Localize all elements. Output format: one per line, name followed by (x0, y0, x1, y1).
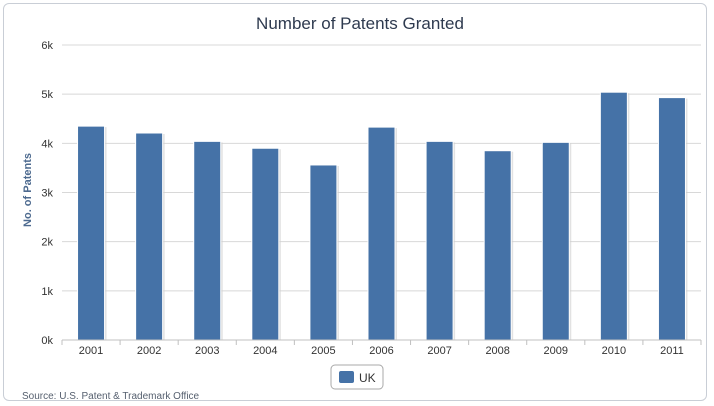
y-tick-label: 1k (41, 286, 53, 298)
bar-2011[interactable] (657, 97, 686, 341)
bar-2006[interactable] (367, 126, 396, 341)
bar-2009[interactable] (541, 141, 570, 341)
x-tick-label: 2007 (427, 345, 451, 357)
y-tick-label: 0k (41, 335, 53, 347)
bar-2001[interactable] (77, 125, 106, 341)
legend-swatch-uk (339, 371, 354, 383)
bar-2008[interactable] (483, 150, 512, 341)
y-tick-label: 5k (41, 89, 53, 101)
x-tick-label: 2005 (311, 345, 335, 357)
y-tick-label: 4k (41, 138, 53, 150)
y-axis-label: No. of Patents (22, 153, 34, 227)
x-tick-label: 2002 (137, 345, 161, 357)
y-axis-ticks: 0k 1k 2k 3k 4k 5k 6k (41, 40, 53, 347)
x-tick-label: 2011 (660, 345, 684, 357)
gridlines (62, 44, 701, 292)
x-tick-label: 2008 (485, 345, 509, 357)
legend-label-uk: UK (359, 371, 376, 385)
x-tick-label: 2003 (195, 345, 219, 357)
bar-2004[interactable] (251, 147, 280, 341)
bar-2003[interactable] (193, 140, 222, 341)
bar-2007[interactable] (425, 140, 454, 341)
legend[interactable]: UK (330, 364, 384, 390)
x-tick-label: 2009 (544, 345, 568, 357)
y-tick-label: 3k (41, 188, 53, 200)
bar-2005[interactable] (309, 164, 338, 341)
source-note: Source: U.S. Patent & Trademark Office (22, 391, 200, 402)
bars (77, 91, 688, 341)
x-tick-label: 2006 (369, 345, 393, 357)
bar-2002[interactable] (135, 132, 164, 341)
x-tick-label: 2001 (79, 345, 103, 357)
y-tick-label: 6k (41, 40, 53, 52)
chart-frame (3, 3, 707, 401)
y-tick-label: 2k (41, 237, 53, 249)
bar-2010[interactable] (599, 91, 628, 341)
chart-title: Number of Patents Granted (256, 14, 464, 33)
x-tick-label: 2010 (602, 345, 626, 357)
x-tick-label: 2004 (253, 345, 277, 357)
x-axis-ticks: 2001 2002 2003 2004 2005 2006 2007 2008 2009 2010… (61, 340, 702, 357)
